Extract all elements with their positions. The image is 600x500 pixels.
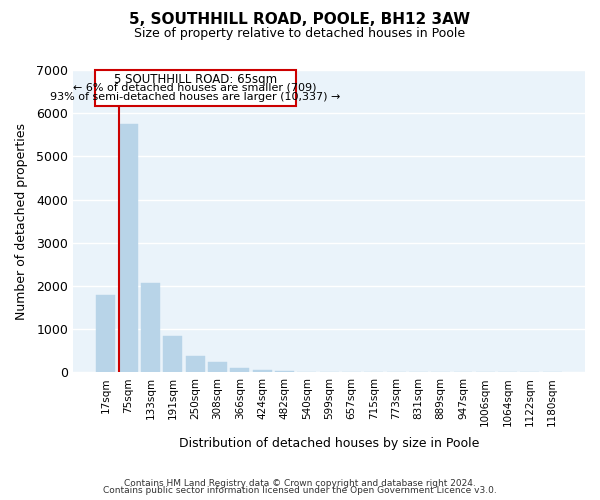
Text: 5 SOUTHHILL ROAD: 65sqm: 5 SOUTHHILL ROAD: 65sqm: [113, 72, 277, 86]
FancyBboxPatch shape: [95, 70, 296, 106]
Bar: [230, 368, 250, 372]
Bar: [186, 356, 205, 372]
Bar: [163, 336, 182, 372]
X-axis label: Distribution of detached houses by size in Poole: Distribution of detached houses by size …: [179, 437, 479, 450]
Bar: [119, 124, 138, 372]
Y-axis label: Number of detached properties: Number of detached properties: [15, 122, 28, 320]
Bar: [97, 296, 115, 372]
Text: Size of property relative to detached houses in Poole: Size of property relative to detached ho…: [134, 28, 466, 40]
Bar: [253, 370, 272, 372]
Text: Contains public sector information licensed under the Open Government Licence v3: Contains public sector information licen…: [103, 486, 497, 495]
Text: 93% of semi-detached houses are larger (10,337) →: 93% of semi-detached houses are larger (…: [50, 92, 340, 102]
Text: Contains HM Land Registry data © Crown copyright and database right 2024.: Contains HM Land Registry data © Crown c…: [124, 478, 476, 488]
Text: ← 6% of detached houses are smaller (709): ← 6% of detached houses are smaller (709…: [73, 82, 317, 92]
Bar: [141, 284, 160, 372]
Text: 5, SOUTHHILL ROAD, POOLE, BH12 3AW: 5, SOUTHHILL ROAD, POOLE, BH12 3AW: [130, 12, 470, 28]
Bar: [208, 362, 227, 372]
Bar: [275, 371, 294, 372]
